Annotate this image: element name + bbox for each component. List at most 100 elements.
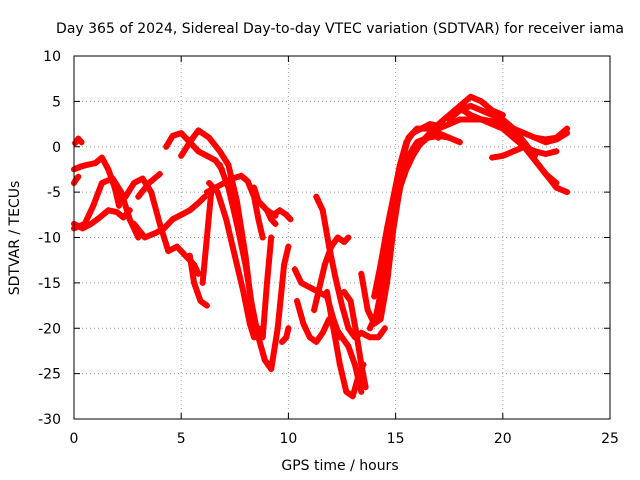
data-point (191, 279, 198, 286)
data-point (358, 388, 365, 395)
data-point (285, 325, 292, 332)
x-axis-label: GPS time / hours (281, 458, 398, 474)
data-point (178, 211, 185, 218)
data-point (366, 325, 373, 332)
data-point (336, 361, 343, 368)
data-point (135, 193, 142, 200)
x-tick-label: 20 (494, 431, 512, 447)
series-track-20 (279, 325, 292, 345)
data-point (349, 393, 356, 400)
data-point (131, 180, 137, 186)
data-point (146, 180, 152, 186)
series-line (279, 325, 292, 345)
data-point (371, 293, 378, 300)
y-tick-label: -5 (47, 185, 61, 201)
data-point (347, 298, 354, 304)
series-track-3 (71, 207, 133, 232)
data-point (339, 302, 345, 309)
data-point (510, 134, 517, 141)
x-tick-label: 15 (387, 431, 405, 447)
data-point (214, 189, 221, 196)
y-tick-label: -30 (38, 412, 61, 428)
x-tick-label: 5 (177, 431, 186, 447)
data-point (268, 234, 275, 241)
data-point (315, 288, 322, 295)
data-point (120, 214, 127, 221)
data-point (285, 243, 292, 250)
data-point (343, 388, 350, 395)
data-point (77, 163, 84, 170)
data-point (399, 157, 405, 164)
data-point (255, 216, 262, 223)
series-track-35 (489, 143, 560, 161)
series-track-24 (311, 234, 352, 314)
data-point (467, 112, 474, 118)
data-point (173, 243, 180, 250)
data-point (341, 239, 348, 245)
data-point (564, 189, 571, 196)
data-point (274, 325, 281, 332)
data-point (195, 270, 202, 277)
axes: 10 5 0 -5 -10 -15 -20 -25 -30 0 5 10 15 20 25 (38, 49, 619, 447)
series-track-11 (186, 252, 210, 309)
data-point (358, 270, 365, 277)
y-tick-label: -15 (38, 276, 61, 292)
data-point (287, 216, 294, 223)
series-track-19 (264, 207, 279, 219)
data-point (118, 189, 125, 196)
data-point (345, 343, 352, 350)
data-point (339, 334, 345, 341)
data-point (405, 152, 412, 159)
data-point (141, 234, 148, 241)
data-point (139, 175, 146, 182)
data-point (478, 116, 485, 123)
data-point (186, 252, 193, 259)
data-point (122, 193, 129, 200)
data-point (242, 261, 249, 268)
data-point (79, 225, 86, 232)
data-point (178, 130, 185, 137)
data-point (489, 121, 496, 128)
data-point (456, 116, 463, 123)
series-line (251, 184, 279, 227)
data-point (324, 288, 330, 295)
data-point (405, 134, 412, 141)
series-line (379, 125, 463, 259)
data-point (206, 180, 213, 186)
data-point (364, 307, 371, 314)
data-point (148, 189, 155, 196)
data-point (478, 98, 485, 105)
series-track-15 (216, 161, 292, 373)
data-point (238, 172, 245, 179)
data-point (161, 225, 167, 232)
data-point (542, 171, 549, 177)
data-point (377, 261, 384, 268)
series-line (206, 180, 262, 341)
data-point (240, 288, 247, 295)
data-point (291, 266, 298, 273)
data-point (195, 200, 202, 206)
data-point (553, 134, 560, 141)
data-point (510, 125, 517, 132)
data-point (446, 116, 453, 123)
data-point (197, 298, 204, 304)
data-point (186, 139, 193, 146)
data-point (345, 234, 352, 241)
data-point (306, 284, 313, 291)
series-track-4 (72, 135, 85, 147)
data-point (499, 121, 506, 128)
data-point (532, 157, 538, 164)
data-point (362, 384, 369, 391)
data-point (414, 125, 420, 132)
data-point (131, 220, 137, 227)
data-point (96, 214, 103, 221)
y-tick-label: 10 (43, 49, 61, 65)
data-point (259, 234, 266, 241)
data-point (75, 173, 82, 180)
data-point (489, 154, 496, 161)
data-point (332, 275, 339, 282)
series-track-5 (71, 173, 82, 186)
data-point (78, 139, 85, 146)
data-point (212, 157, 219, 164)
data-point (201, 193, 208, 200)
